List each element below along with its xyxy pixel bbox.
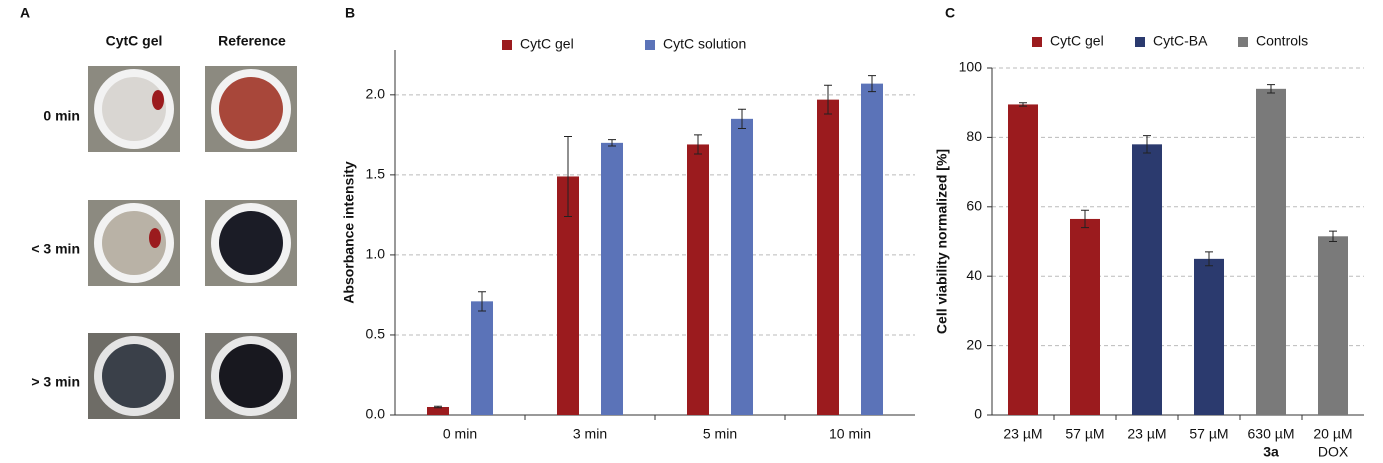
legend-swatch (502, 40, 512, 50)
photos (88, 66, 297, 419)
x-tick-label: 10 min (829, 426, 871, 442)
x-tick-label: 3 min (573, 426, 607, 442)
bar (1256, 89, 1286, 415)
legend-swatch (1135, 37, 1145, 47)
legend-label: Controls (1256, 33, 1308, 49)
well (219, 344, 283, 408)
figure: A CytC gel Reference 0 min < 3 min > 3 m… (0, 0, 1383, 463)
y-axis-label: Absorbance intensity (341, 161, 357, 304)
x-tick-label: 57 µM (1189, 426, 1228, 442)
x-tick-label: 0 min (443, 426, 477, 442)
x-tick-label: 23 µM (1127, 426, 1166, 442)
y-tick-label: 0.5 (366, 326, 386, 342)
y-tick-label: 100 (959, 59, 983, 75)
column-label: CytC gel (106, 33, 163, 49)
well (219, 77, 283, 141)
gel (149, 228, 161, 248)
bar (1318, 236, 1348, 415)
bar (1132, 144, 1162, 415)
legend-swatch (645, 40, 655, 50)
bar (1194, 259, 1224, 415)
bar (1070, 219, 1100, 415)
x-tick-sublabel: 3a (1263, 444, 1279, 460)
legend-swatch (1032, 37, 1042, 47)
panel-label: C (945, 5, 955, 21)
x-tick-label: 630 µM (1248, 426, 1295, 442)
bar (861, 84, 883, 415)
y-tick-label: 40 (966, 267, 982, 283)
x-tick-label: 20 µM (1313, 426, 1352, 442)
bar (817, 100, 839, 415)
panel-label: B (345, 5, 355, 21)
bar (687, 144, 709, 415)
bar (1008, 104, 1038, 415)
y-axis-label: Cell viability normalized [%] (934, 149, 950, 334)
x-tick-label: 5 min (703, 426, 737, 442)
legend-label: CytC solution (663, 36, 746, 52)
bar (731, 119, 753, 415)
column-label: Reference (218, 33, 286, 49)
y-tick-label: 80 (966, 128, 982, 144)
x-tick-label: 57 µM (1065, 426, 1104, 442)
y-tick-label: 1.0 (366, 246, 386, 262)
y-tick-label: 0.0 (366, 406, 386, 422)
legend-swatch (1238, 37, 1248, 47)
gel (152, 90, 164, 110)
y-tick-label: 20 (966, 336, 982, 352)
y-tick-label: 0 (974, 406, 982, 422)
row-label: 0 min (43, 108, 80, 124)
x-tick-label: 23 µM (1003, 426, 1042, 442)
y-tick-label: 1.5 (366, 166, 386, 182)
x-tick-sublabel: DOX (1318, 444, 1349, 460)
legend-label: CytC-BA (1153, 33, 1208, 49)
legend-label: CytC gel (1050, 33, 1104, 49)
y-tick-label: 2.0 (366, 86, 386, 102)
y-tick-label: 60 (966, 198, 982, 214)
row-label: > 3 min (31, 374, 80, 390)
bar (601, 143, 623, 415)
bar (471, 301, 493, 415)
row-label: < 3 min (31, 241, 80, 257)
well (219, 211, 283, 275)
legend-label: CytC gel (520, 36, 574, 52)
panel-label: A (20, 5, 30, 21)
well (102, 344, 166, 408)
